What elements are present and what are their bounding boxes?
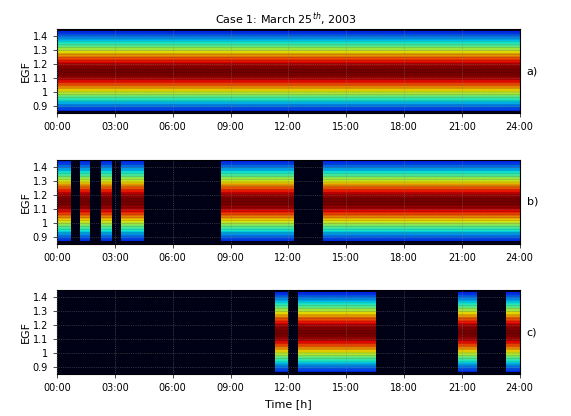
Y-axis label: EGF: EGF (21, 60, 31, 82)
Text: c): c) (526, 327, 537, 337)
Text: Case 1: March 25$^{th}$, 2003: Case 1: March 25$^{th}$, 2003 (215, 10, 356, 28)
Y-axis label: EGF: EGF (21, 191, 31, 213)
X-axis label: Time [h]: Time [h] (265, 399, 312, 409)
Y-axis label: EGF: EGF (21, 321, 31, 343)
Text: b): b) (526, 197, 538, 207)
Text: a): a) (526, 66, 538, 76)
